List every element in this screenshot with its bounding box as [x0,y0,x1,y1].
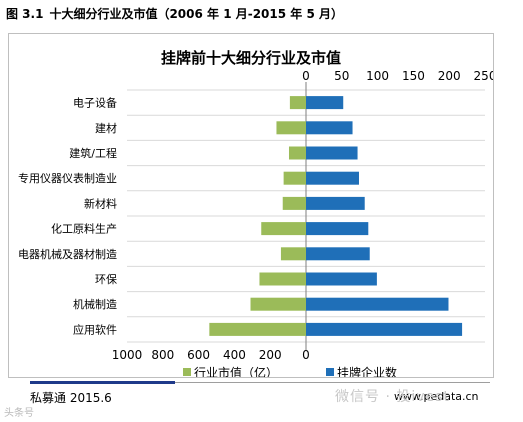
bottom-tick-label: 0 [302,348,310,362]
figure-caption: 图 3.1 十大细分行业及市值（2006 年 1 月-2015 年 5 月） [6,5,349,22]
bar-market-value [209,322,306,336]
top-tick-label: 250 [474,69,493,83]
bar-company-count [306,146,358,160]
figure-caption-text: 十大细分行业及市值（2006 年 1 月-2015 年 5 月） [49,7,343,21]
top-tick-label: 0 [302,69,310,83]
bar-market-value [283,171,306,185]
legend: 行业市值（亿） 挂牌企业数 [183,365,397,377]
bar-company-count [306,171,359,185]
bottom-tick-label: 1000 [112,348,143,362]
bar-market-value [289,96,306,110]
category-label: 专用仪器仪表制造业 [18,171,117,185]
bar-company-count [306,322,463,336]
category-label: 环保 [95,272,117,286]
legend-swatch-company-count [326,368,334,376]
footer-rule-accent [30,381,175,384]
bar-market-value [276,121,306,135]
category-label: 建材 [95,121,117,135]
legend-label-market-value: 行业市值（亿） [194,365,278,377]
legend-label-company-count: 挂牌企业数 [337,365,397,377]
watermark-right: 微信号 · 投ivest [335,389,450,405]
bottom-tick-label: 400 [223,348,246,362]
bar-market-value [261,222,306,236]
legend-swatch-market-value [183,368,191,376]
bar-company-count [306,247,370,261]
chart-title: 挂牌前十大细分行业及市值 [161,49,341,67]
top-tick-label: 150 [402,69,425,83]
top-tick-label: 50 [334,69,349,83]
category-label: 电子设备 [73,96,117,110]
category-label: 应用软件 [73,322,117,336]
bar-company-count [306,222,369,236]
bottom-tick-label: 200 [259,348,282,362]
bottom-tick-label: 800 [151,348,174,362]
figure-number: 图 3.1 [6,7,44,21]
top-tick-label: 200 [438,69,461,83]
site-url: www.pedata.cn [394,390,479,403]
bar-company-count [306,196,365,210]
bar-company-count [306,121,353,135]
bottom-tick-label: 600 [187,348,210,362]
bar-market-value [250,297,306,311]
category-label: 新材料 [84,196,117,210]
source-note: 私募通 2015.6 [30,391,112,405]
bar-company-count [306,297,449,311]
bar-company-count [306,272,377,286]
bar-market-value [280,247,306,261]
category-label: 机械制造 [73,297,117,311]
bar-market-value [288,146,306,160]
chart: 挂牌前十大细分行业及市值 0 50 100 150 200 250 1000 800 600 4… [18,49,493,377]
category-label: 建筑/工程 [69,146,117,160]
chart-frame: 挂牌前十大细分行业及市值 0 50 100 150 200 250 1000 800 600 4… [8,33,494,378]
bar-market-value [259,272,306,286]
bar-market-value [282,196,306,210]
category-label: 电器机械及器材制造 [18,247,117,261]
watermark-left: 头条号 [4,408,34,419]
category-label: 化工原料生产 [51,222,117,236]
top-tick-label: 100 [366,69,389,83]
bar-company-count [306,96,344,110]
footer-rule [175,382,490,383]
